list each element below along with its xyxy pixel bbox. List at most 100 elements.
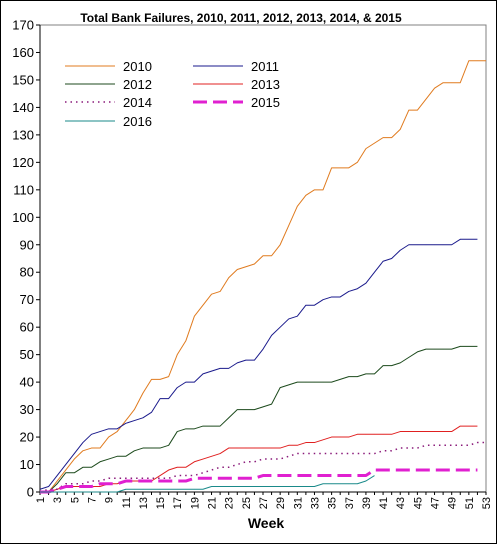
y-tick-label: 150 xyxy=(12,72,34,87)
data-point-2015 xyxy=(468,469,469,470)
data-point-2012 xyxy=(65,472,66,473)
data-point-2015 xyxy=(99,483,100,484)
data-point-2015 xyxy=(65,486,66,487)
data-point-2010 xyxy=(211,294,212,295)
data-point-2015 xyxy=(211,478,212,479)
data-point-2011 xyxy=(391,258,392,259)
data-point-2011 xyxy=(460,239,461,240)
y-tick-label: 110 xyxy=(13,182,34,197)
data-point-2013 xyxy=(400,431,401,432)
data-point-2014 xyxy=(485,442,486,443)
data-point-2015 xyxy=(271,475,272,476)
data-point-2010 xyxy=(280,244,281,245)
data-point-2012 xyxy=(220,425,221,426)
data-point-2015 xyxy=(391,469,392,470)
series-line-2016 xyxy=(40,475,375,493)
data-point-2013 xyxy=(451,431,452,432)
data-point-2016 xyxy=(245,486,246,487)
data-point-2015 xyxy=(400,469,401,470)
data-point-2010 xyxy=(297,206,298,207)
y-tick-label: 90 xyxy=(20,237,34,252)
x-tick-label: 31 xyxy=(292,497,304,509)
data-point-2016 xyxy=(125,489,126,490)
data-point-2013 xyxy=(477,425,478,426)
data-point-2012 xyxy=(142,447,143,448)
data-point-2012 xyxy=(254,409,255,410)
data-point-2010 xyxy=(305,195,306,196)
data-point-2013 xyxy=(211,456,212,457)
data-point-2014 xyxy=(331,453,332,454)
data-point-2012 xyxy=(443,349,444,350)
data-point-2010 xyxy=(245,266,246,267)
data-point-2014 xyxy=(168,478,169,479)
data-point-2013 xyxy=(314,442,315,443)
data-point-2013 xyxy=(237,447,238,448)
y-tick-label: 120 xyxy=(12,155,34,170)
data-point-2013 xyxy=(185,467,186,468)
data-point-2015 xyxy=(305,475,306,476)
legend-item-2011: 2011 xyxy=(193,59,279,74)
legend xyxy=(54,56,297,132)
data-point-2010 xyxy=(74,458,75,459)
x-tick-label: 3 xyxy=(52,497,64,503)
data-point-2014 xyxy=(365,453,366,454)
data-point-2015 xyxy=(288,475,289,476)
data-point-2015 xyxy=(417,469,418,470)
data-point-2013 xyxy=(365,434,366,435)
data-point-2010 xyxy=(477,60,478,61)
data-point-2011 xyxy=(91,434,92,435)
data-point-2014 xyxy=(357,453,358,454)
data-point-2010 xyxy=(434,88,435,89)
y-tick-label: 80 xyxy=(20,265,34,280)
data-point-2011 xyxy=(74,453,75,454)
data-point-2010 xyxy=(340,167,341,168)
data-point-2012 xyxy=(314,382,315,383)
data-point-2010 xyxy=(485,60,486,61)
data-point-2015 xyxy=(57,489,58,490)
data-point-2014 xyxy=(391,450,392,451)
data-point-2014 xyxy=(340,453,341,454)
data-point-2013 xyxy=(254,447,255,448)
data-point-2013 xyxy=(177,467,178,468)
data-point-2014 xyxy=(159,478,160,479)
data-point-2014 xyxy=(288,456,289,457)
y-tick-label: 130 xyxy=(12,127,34,142)
data-point-2010 xyxy=(151,379,152,380)
data-point-2011 xyxy=(305,305,306,306)
data-point-2015 xyxy=(408,469,409,470)
data-point-2014 xyxy=(297,453,298,454)
series-line-2014 xyxy=(39,441,486,493)
data-point-2016 xyxy=(305,486,306,487)
data-point-2016 xyxy=(48,491,49,492)
data-point-2010 xyxy=(125,420,126,421)
data-point-2011 xyxy=(280,327,281,328)
data-point-2013 xyxy=(194,461,195,462)
data-point-2016 xyxy=(82,491,83,492)
data-point-2011 xyxy=(39,489,40,490)
data-point-2013 xyxy=(348,436,349,437)
data-point-2013 xyxy=(434,431,435,432)
data-point-2011 xyxy=(142,417,143,418)
series-2016 xyxy=(39,475,375,493)
data-point-2010 xyxy=(382,137,383,138)
data-point-2013 xyxy=(99,486,100,487)
data-point-2015 xyxy=(168,480,169,481)
data-point-2013 xyxy=(262,447,263,448)
x-tick-label: 37 xyxy=(344,497,356,509)
data-point-2016 xyxy=(99,491,100,492)
data-point-2011 xyxy=(425,244,426,245)
data-point-2011 xyxy=(245,360,246,361)
x-tick-label: 15 xyxy=(155,497,167,509)
data-point-2014 xyxy=(451,445,452,446)
data-point-2015 xyxy=(185,480,186,481)
data-point-2016 xyxy=(202,489,203,490)
x-tick-label: 33 xyxy=(309,497,321,509)
data-point-2016 xyxy=(39,491,40,492)
y-tick-label: 50 xyxy=(20,347,34,362)
data-point-2011 xyxy=(271,335,272,336)
data-point-2011 xyxy=(151,412,152,413)
data-point-2013 xyxy=(374,434,375,435)
data-point-2010 xyxy=(142,393,143,394)
data-point-2010 xyxy=(451,82,452,83)
data-point-2012 xyxy=(340,379,341,380)
